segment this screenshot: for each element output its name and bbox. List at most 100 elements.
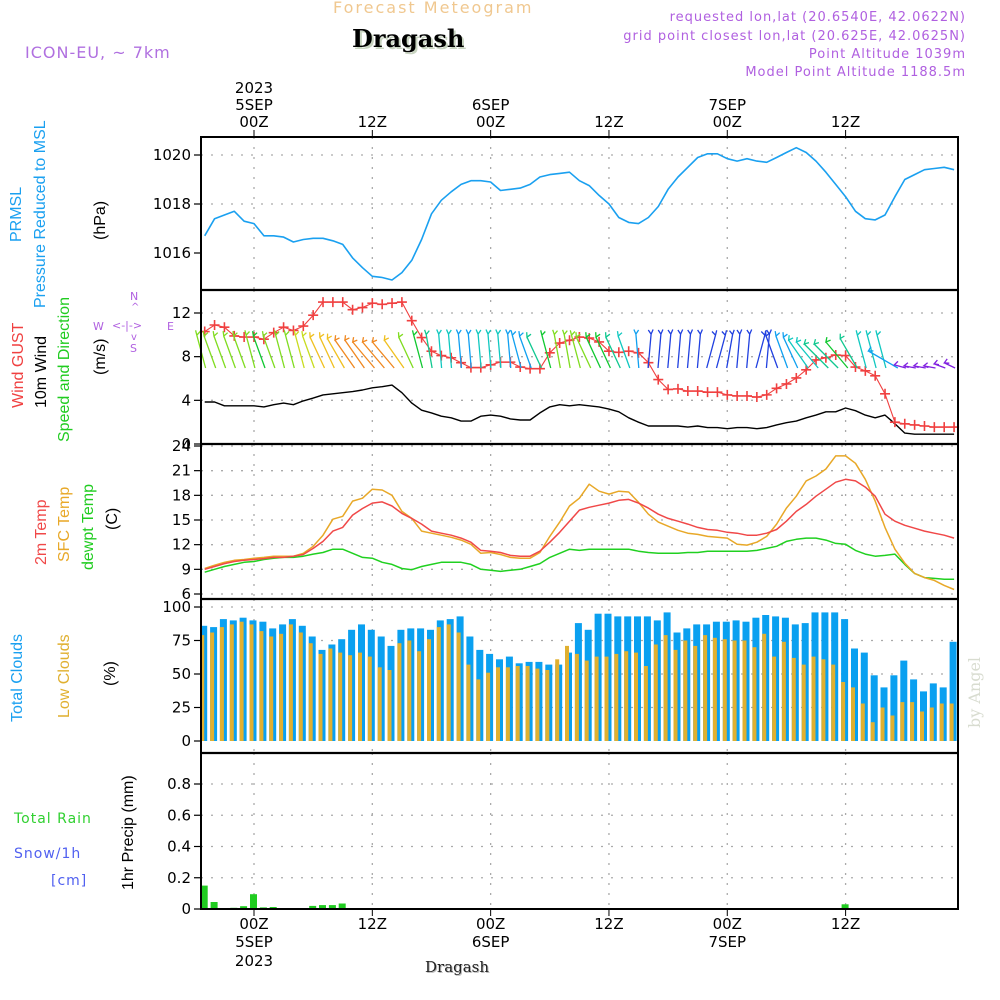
requested-coords: requested lon,lat (20.6540E, 42.0622N) [669, 10, 966, 25]
low-cloud-bar [535, 668, 540, 741]
low-cloud-bar [259, 631, 264, 741]
wind-arrow [633, 329, 640, 369]
low-cloud-bar [249, 624, 254, 741]
gust-marker [288, 325, 299, 336]
gust-marker [357, 302, 368, 313]
low-cloud-bar [939, 703, 944, 741]
gust-marker [682, 386, 693, 397]
sfc-temp-line [204, 455, 955, 591]
gust-marker [268, 327, 279, 338]
low-cloud-bar [397, 643, 402, 741]
point-altitude: Point Altitude 1039m [808, 47, 966, 62]
wind-arrow [696, 329, 703, 369]
y-tick-label: 24 [172, 437, 191, 455]
wind-arrow [912, 362, 926, 369]
low-cloud-bar [367, 656, 372, 741]
wind-arrow [795, 336, 819, 369]
low-cloud-bar [693, 645, 698, 741]
low-cloud-bar [920, 711, 924, 741]
total-rain-label: Total Rain [14, 811, 92, 827]
low-cloud-bar [456, 632, 461, 741]
gust-marker [751, 392, 762, 403]
total-cloud-bar [890, 675, 898, 741]
wind-arrow [326, 333, 345, 369]
low-cloud-bar [427, 639, 431, 741]
low-cloud-bar [358, 652, 362, 741]
dewpoint-line [204, 537, 955, 580]
gust-marker [860, 365, 871, 376]
y-tick-label: 1016 [153, 244, 191, 262]
low-cloud-bar [870, 722, 875, 741]
gust-marker [712, 387, 723, 398]
wind-arrow [902, 362, 916, 369]
wind-arrow [383, 335, 405, 369]
low-cloud-bar [565, 645, 569, 741]
wind-arrow [813, 339, 839, 369]
wind-arrow [657, 329, 664, 369]
gust-marker [219, 322, 230, 333]
wind-arrow [397, 332, 414, 369]
low-cloud-bar [712, 637, 717, 741]
wind-arrow [867, 346, 899, 369]
wind-arrow [706, 330, 718, 369]
wind-arrow [251, 330, 266, 369]
gust-marker [870, 370, 881, 381]
low-cloud-bar [318, 653, 323, 741]
low-cloud-bar [466, 664, 471, 741]
wind-speed-line [204, 384, 955, 435]
time-tick-label-top: 12Z [831, 113, 860, 131]
year-label-bottom: 2023 [235, 952, 273, 970]
y-tick-label: 9 [181, 560, 191, 578]
wind-arrow [309, 332, 326, 369]
low-cloud-bar [200, 635, 205, 741]
wind-arrow [505, 329, 512, 369]
wind-arrow [667, 329, 674, 369]
gust-marker [939, 422, 950, 433]
gust-marker [692, 386, 703, 397]
wind-arrow [465, 329, 472, 369]
low-cloud-bar [515, 666, 520, 741]
low-cloud-bar [880, 707, 885, 741]
rain-bar [200, 885, 208, 909]
low-cloud-bar [298, 632, 303, 741]
rain-bar [309, 905, 317, 909]
gust-marker [781, 378, 792, 389]
gust-marker [416, 332, 427, 343]
total-cloud-bar [870, 675, 878, 741]
gust-marker [396, 297, 407, 308]
y-tick-label: 0.6 [167, 806, 191, 824]
gust-marker [722, 389, 733, 400]
y-tick-label: 4 [181, 391, 191, 409]
wind-arrow [839, 333, 858, 369]
gust-marker [919, 420, 930, 431]
gust-marker [308, 310, 319, 321]
low-cloud-bar [653, 644, 658, 741]
wind-arrow [485, 329, 492, 369]
wind-arrow [301, 330, 315, 369]
y-tick-label: 8 [181, 348, 191, 366]
gust-marker [889, 417, 900, 428]
footer-location: Dragash [425, 958, 490, 976]
y-tick-label: 25 [172, 699, 191, 717]
wind-arrow [686, 329, 694, 369]
rain-bar [240, 906, 248, 909]
gust-marker [899, 418, 910, 429]
gust-marker [367, 298, 378, 309]
low-cloud-bar [821, 659, 826, 741]
date-label-bottom: 5SEP [235, 933, 273, 951]
y-tick-label: 1018 [153, 195, 191, 213]
low-cloud-bar [890, 715, 895, 741]
gust-marker [387, 298, 398, 309]
y-tick-label: 0 [181, 732, 191, 750]
low-cloud-bar [683, 640, 688, 741]
wind-arrow [922, 362, 936, 369]
y-tick-label: 15 [172, 511, 191, 529]
low-cloud-bar [496, 667, 500, 741]
gust-marker [347, 304, 358, 315]
date-label-bottom: 7SEP [708, 933, 746, 951]
gust-marker [791, 372, 802, 383]
time-tick-label-bottom: 12Z [594, 915, 623, 933]
wind-arrow [334, 335, 356, 369]
gust-marker [239, 332, 250, 343]
